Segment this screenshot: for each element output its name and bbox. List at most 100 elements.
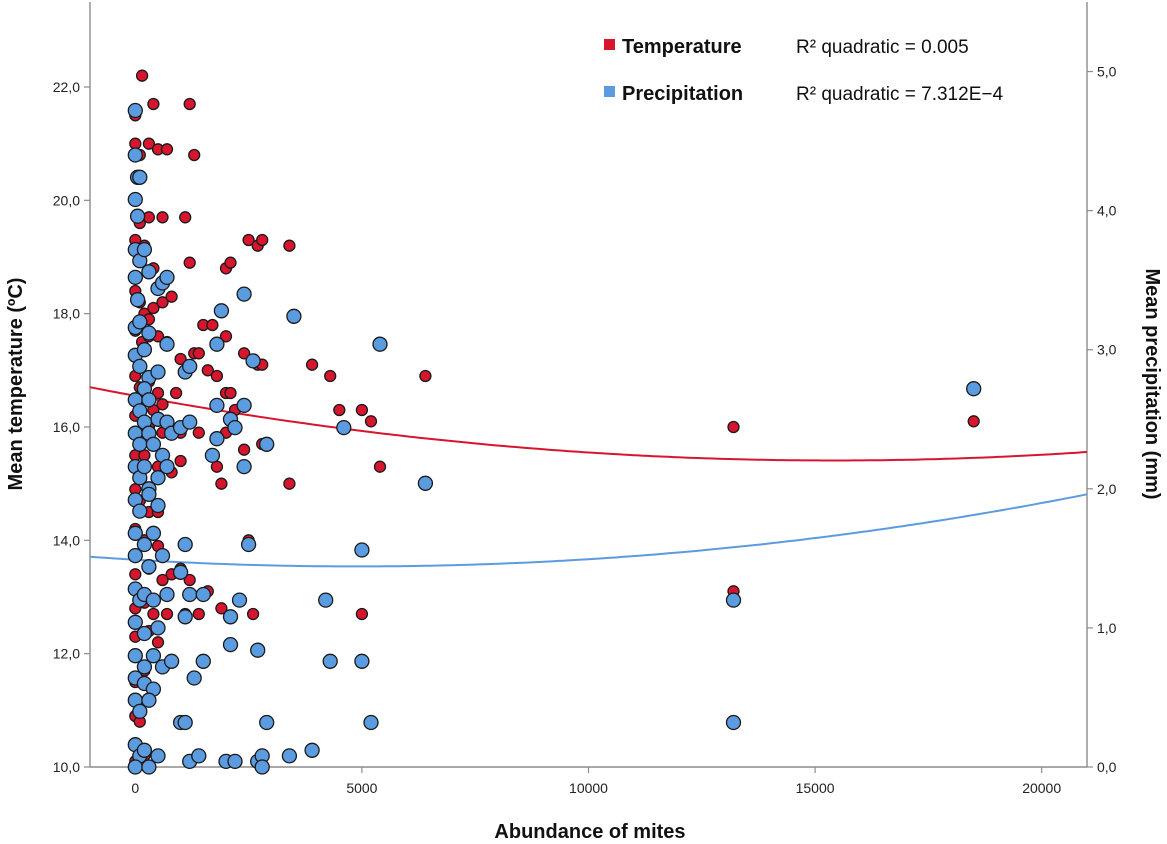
precipitation-point (150, 364, 166, 380)
temperature-point (419, 369, 432, 383)
temperature-point (242, 233, 255, 247)
x-tick-label: 0 (131, 780, 139, 796)
precipitation-point (127, 547, 143, 564)
precipitation-point (141, 692, 157, 708)
precipitation-point (136, 625, 153, 642)
temperature-point (179, 211, 192, 224)
precipitation-point (222, 636, 239, 653)
precipitation-point (222, 609, 239, 625)
precipitation-point (725, 714, 742, 731)
precipitation-point (127, 525, 143, 541)
precipitation-point (182, 586, 198, 603)
precipitation-point (245, 353, 261, 369)
precipitation-point (318, 592, 334, 608)
legend: Temperature R² quadratic = 0.005 Precipi… (604, 36, 1003, 105)
temperature-point (305, 358, 319, 371)
precipitation-point (141, 486, 157, 503)
fit-curve-temperature (89, 386, 1088, 462)
precipitation-point (354, 542, 370, 558)
precipitation-point (132, 358, 148, 375)
precipitation-point (195, 653, 211, 669)
temperature-point (156, 296, 169, 309)
precipitation-point (372, 336, 388, 352)
precipitation-point (150, 620, 166, 636)
precipitation-point (195, 586, 211, 603)
x-tick-label: 20000 (1022, 780, 1061, 796)
left-y-tick-label: 10,0 (53, 759, 80, 775)
temperature-point (215, 477, 228, 490)
precipitation-point (150, 497, 166, 514)
precipitation-point (129, 292, 146, 308)
temperature-point (147, 607, 160, 621)
precipitation-point (236, 397, 252, 414)
temperature-point (160, 143, 174, 156)
temperature-point (147, 301, 160, 315)
right-y-tick-label: 3,0 (1097, 342, 1117, 358)
precipitation-point (145, 648, 162, 664)
temperature-point (355, 403, 369, 417)
temperature-point (183, 256, 196, 269)
precipitation-point (136, 458, 153, 475)
precipitation-point (322, 653, 338, 669)
fit-curves-layer (89, 386, 1088, 568)
fit-curve-precipitation (89, 493, 1088, 568)
precipitation-point (159, 586, 175, 603)
temperature-point (156, 573, 169, 587)
right-y-tick-label: 1,0 (1097, 620, 1117, 636)
legend-label-precipitation: Precipitation (622, 83, 743, 105)
temperature-point (192, 426, 205, 439)
left-y-axis-title: Mean temperature (ºC) (5, 278, 27, 491)
precipitation-point (141, 264, 157, 280)
precipitation-point (145, 436, 162, 452)
temperature-point (324, 369, 337, 383)
temperature-point (219, 330, 233, 343)
left-y-tick-label: 22,0 (53, 79, 80, 95)
precipitation-point (127, 147, 143, 163)
precipitation-point (127, 614, 143, 630)
right-y-axis-title: Mean precipitation (mm) (1141, 268, 1163, 499)
precipitation-point (132, 503, 148, 519)
temperature-point (727, 420, 740, 434)
precipitation-point (172, 564, 189, 580)
temperature-point (147, 97, 160, 111)
x-tick-label: 10000 (569, 780, 608, 796)
temperature-point (355, 607, 369, 621)
precipitation-point (177, 536, 193, 553)
precipitation-point (227, 419, 243, 436)
precipitation-point (127, 269, 143, 286)
precipitation-point (132, 314, 148, 330)
x-tick-label: 15000 (796, 780, 835, 796)
right-y-tick-label: 0,0 (1097, 759, 1117, 775)
precipitation-point (127, 759, 143, 775)
precipitation-point (136, 536, 153, 553)
temperature-point (210, 369, 224, 383)
precipitation-point (141, 325, 157, 341)
precipitation-point (286, 308, 302, 324)
temperature-point (364, 415, 378, 428)
precipitation-point (417, 475, 434, 491)
temperature-point (206, 318, 219, 332)
precipitation-point (177, 609, 193, 625)
precipitation-point (163, 653, 180, 669)
precipitation-point (250, 642, 266, 658)
precipitation-point (213, 303, 230, 319)
precipitation-point (236, 458, 252, 475)
precipitation-point (150, 748, 166, 764)
precipitation-point (141, 559, 157, 575)
precipitation-point (145, 592, 162, 608)
precipitation-point (227, 753, 243, 770)
temperature-point (192, 607, 205, 621)
precipitation-point (240, 536, 257, 553)
points-layer (127, 69, 982, 775)
temperature-point (192, 347, 205, 360)
temperature-point (333, 403, 346, 417)
right-y-tick-label: 4,0 (1097, 203, 1117, 219)
temperature-point (174, 352, 187, 366)
precipitation-point (259, 714, 275, 731)
temperature-point (174, 454, 187, 468)
precipitation-point (191, 748, 207, 764)
left-y-tick-label: 14,0 (53, 532, 80, 548)
temperature-point (169, 386, 183, 400)
temperature-point (142, 137, 156, 150)
